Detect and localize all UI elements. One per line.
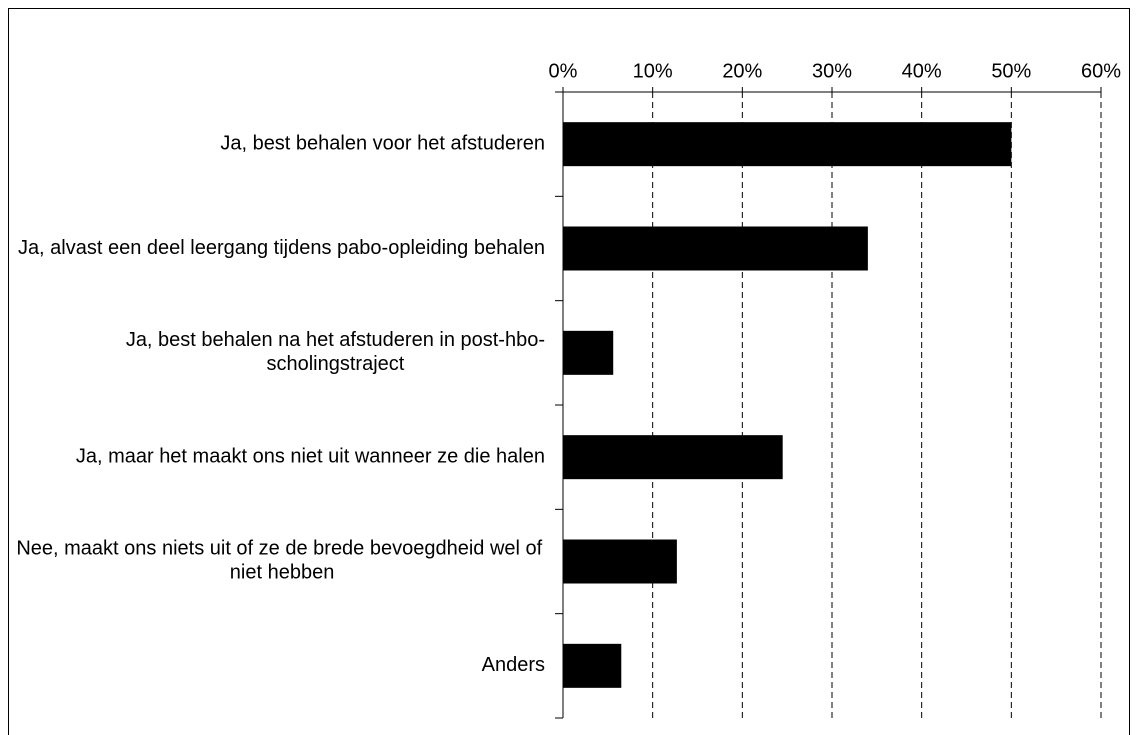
x-tick-label: 10% <box>633 60 673 82</box>
y-tick-label: Ja, alvast een deel leergang tijdens pab… <box>18 237 545 259</box>
label-line: Nee, maakt ons niets uit of ze de brede … <box>16 538 547 560</box>
y-tick-label: Ja, maar het maakt ons niet uit wanneer … <box>76 445 545 467</box>
y-tick-label: Ja, best behalen na het afstuderen in po… <box>126 329 545 375</box>
x-tick-label: 0% <box>549 60 578 82</box>
y-tick-label: Ja, best behalen voor het afstuderen <box>220 132 545 154</box>
chart-frame <box>8 8 1130 735</box>
bar <box>563 539 677 584</box>
x-tick-label: 40% <box>902 60 942 82</box>
bar <box>563 643 622 688</box>
label-line: scholingstraject <box>266 353 404 375</box>
x-tick-label: 20% <box>722 60 762 82</box>
y-tick-label: Nee, maakt ons niets uit of ze de brede … <box>16 538 547 584</box>
bar <box>563 226 868 271</box>
label-line: Ja, best behalen na het afstuderen in po… <box>126 329 545 351</box>
x-tick-label: 30% <box>812 60 852 82</box>
x-tick-label: 50% <box>991 60 1031 82</box>
x-tick-label: 60% <box>1081 60 1121 82</box>
label-line: niet hebben <box>230 562 335 584</box>
bar <box>563 330 614 375</box>
bar <box>563 122 1012 167</box>
bar <box>563 435 783 480</box>
y-tick-label: Anders <box>482 654 545 676</box>
